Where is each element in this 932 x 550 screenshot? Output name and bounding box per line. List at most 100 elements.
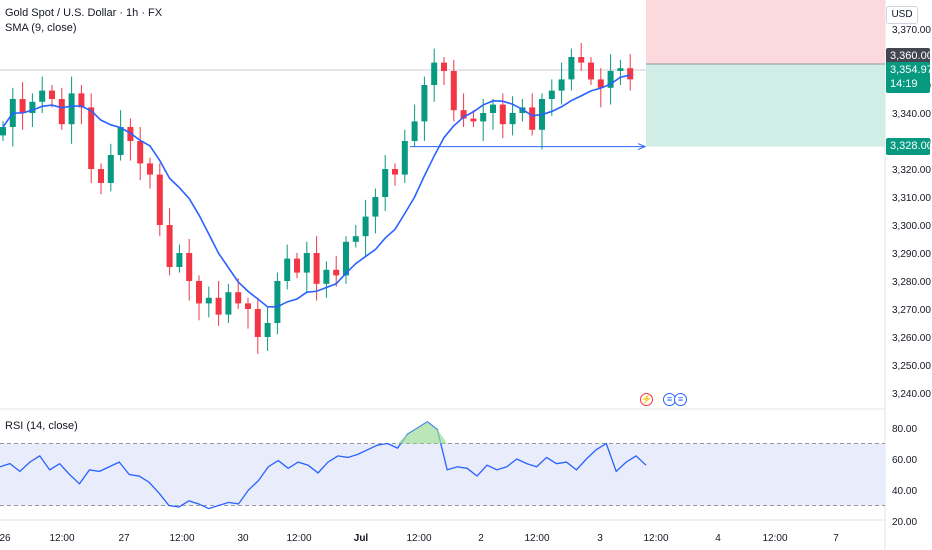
candle-body	[78, 93, 85, 108]
sma-line	[2, 74, 631, 308]
candle-body	[323, 269, 330, 284]
time-axis-label: Jul	[354, 533, 369, 544]
candle-body	[0, 127, 6, 136]
time-axis-label: 4	[715, 533, 721, 544]
price-axis-label: 3,300.00	[892, 221, 931, 232]
time-axis-label: 12:00	[762, 533, 787, 544]
sma-indicator-label[interactable]: SMA (9, close)	[5, 22, 77, 34]
candle-body	[470, 118, 477, 122]
us-flag-event-icon-2[interactable]: ≡	[674, 393, 687, 406]
candle-body	[411, 121, 418, 141]
us-flag-event-icon[interactable]: ≡	[663, 393, 676, 406]
candle-body	[509, 113, 516, 125]
candle-body	[460, 110, 467, 119]
candle-body	[362, 216, 369, 237]
candle-body	[137, 141, 144, 164]
candle-body	[568, 57, 575, 80]
candle-body	[245, 303, 251, 309]
candle-body	[558, 79, 565, 91]
time-axis-label: 12:00	[286, 533, 311, 544]
rsi-axis-label: 60.00	[892, 455, 917, 466]
time-axis-label: 7	[833, 533, 839, 544]
time-axis-label: 12:00	[524, 533, 549, 544]
candle-body	[294, 258, 300, 273]
candle-body	[450, 71, 457, 111]
symbol-title[interactable]: Gold Spot / U.S. Dollar · 1h · FX	[5, 7, 163, 19]
candle-body	[196, 281, 202, 304]
candle-body	[343, 241, 349, 276]
candle-body	[156, 174, 163, 225]
time-axis-label: 12:00	[49, 533, 74, 544]
candle-body	[39, 90, 46, 102]
candle-body	[392, 169, 398, 175]
rsi-axis-label: 40.00	[892, 486, 917, 497]
candle-body	[382, 169, 389, 197]
rsi-indicator-label[interactable]: RSI (14, close)	[5, 420, 78, 432]
candle-body	[597, 79, 604, 88]
rsi-band	[0, 443, 885, 506]
candle-body	[274, 281, 281, 323]
currency-button[interactable]: USD	[886, 6, 918, 24]
candle-body	[117, 127, 124, 155]
time-axis-label: 12:00	[643, 533, 668, 544]
candle-body	[313, 253, 320, 284]
price-axis-label: 3,280.00	[892, 277, 931, 288]
candle-body	[588, 62, 594, 80]
candle-body	[215, 297, 222, 315]
stop-loss-zone	[646, 0, 885, 64]
price-axis-label: 3,250.00	[892, 361, 931, 372]
price-axis-label: 3,290.00	[892, 249, 931, 260]
candle-body	[176, 253, 183, 267]
rsi-axis-label: 80.00	[892, 424, 917, 435]
price-axis-label: 3,270.00	[892, 305, 931, 316]
candle-body	[499, 104, 506, 125]
candle-body	[627, 68, 634, 80]
candle-body	[19, 99, 26, 113]
candle-body	[480, 113, 487, 122]
candle-body	[166, 225, 173, 267]
candle-body	[68, 93, 75, 125]
candle-body	[58, 99, 65, 125]
candle-body	[607, 71, 614, 88]
candle-body	[205, 297, 212, 304]
candle-body	[333, 269, 340, 276]
candle-body	[254, 309, 261, 337]
earnings-event-icon[interactable]: ⚡	[640, 393, 653, 406]
candle-body	[107, 155, 114, 183]
time-axis-label: 27	[118, 533, 130, 544]
candle-body	[98, 169, 104, 183]
candle-body	[529, 107, 536, 130]
rsi-line	[0, 421, 647, 510]
candle-body	[372, 197, 379, 217]
time-axis-label: 3	[597, 533, 603, 544]
candle-body	[401, 141, 408, 175]
rsi-overbought-fill	[397, 421, 448, 444]
candle-body	[352, 236, 359, 242]
price-axis-label: 3,370.00	[892, 25, 931, 36]
candle-body	[431, 62, 438, 85]
time-axis-label: 26	[0, 533, 11, 544]
candle-body	[441, 62, 447, 71]
current-price-tag: 3,354.97	[886, 62, 932, 79]
candle-body	[264, 323, 271, 337]
target-price-tag: 3,360.00	[886, 48, 932, 65]
candle-body	[186, 253, 193, 281]
candle-body	[548, 90, 555, 99]
candle-body	[284, 258, 291, 281]
rsi-axis-label: 20.00	[892, 517, 917, 528]
candle-body	[617, 68, 624, 71]
price-axis-label: 3,260.00	[892, 333, 931, 344]
time-axis-label: 30	[237, 533, 249, 544]
candle-body	[88, 107, 95, 169]
time-axis-label: 2	[478, 533, 484, 544]
time-axis-label: 12:00	[406, 533, 431, 544]
candle-body	[578, 57, 585, 63]
price-axis-label: 3,240.00	[892, 389, 931, 400]
candle-body	[147, 163, 153, 175]
price-axis-label: 3,320.00	[892, 165, 931, 176]
ray-arrowhead	[637, 143, 647, 151]
candle-body	[49, 90, 55, 99]
price-axis-label: 3,310.00	[892, 193, 931, 204]
candle-body	[490, 104, 496, 113]
